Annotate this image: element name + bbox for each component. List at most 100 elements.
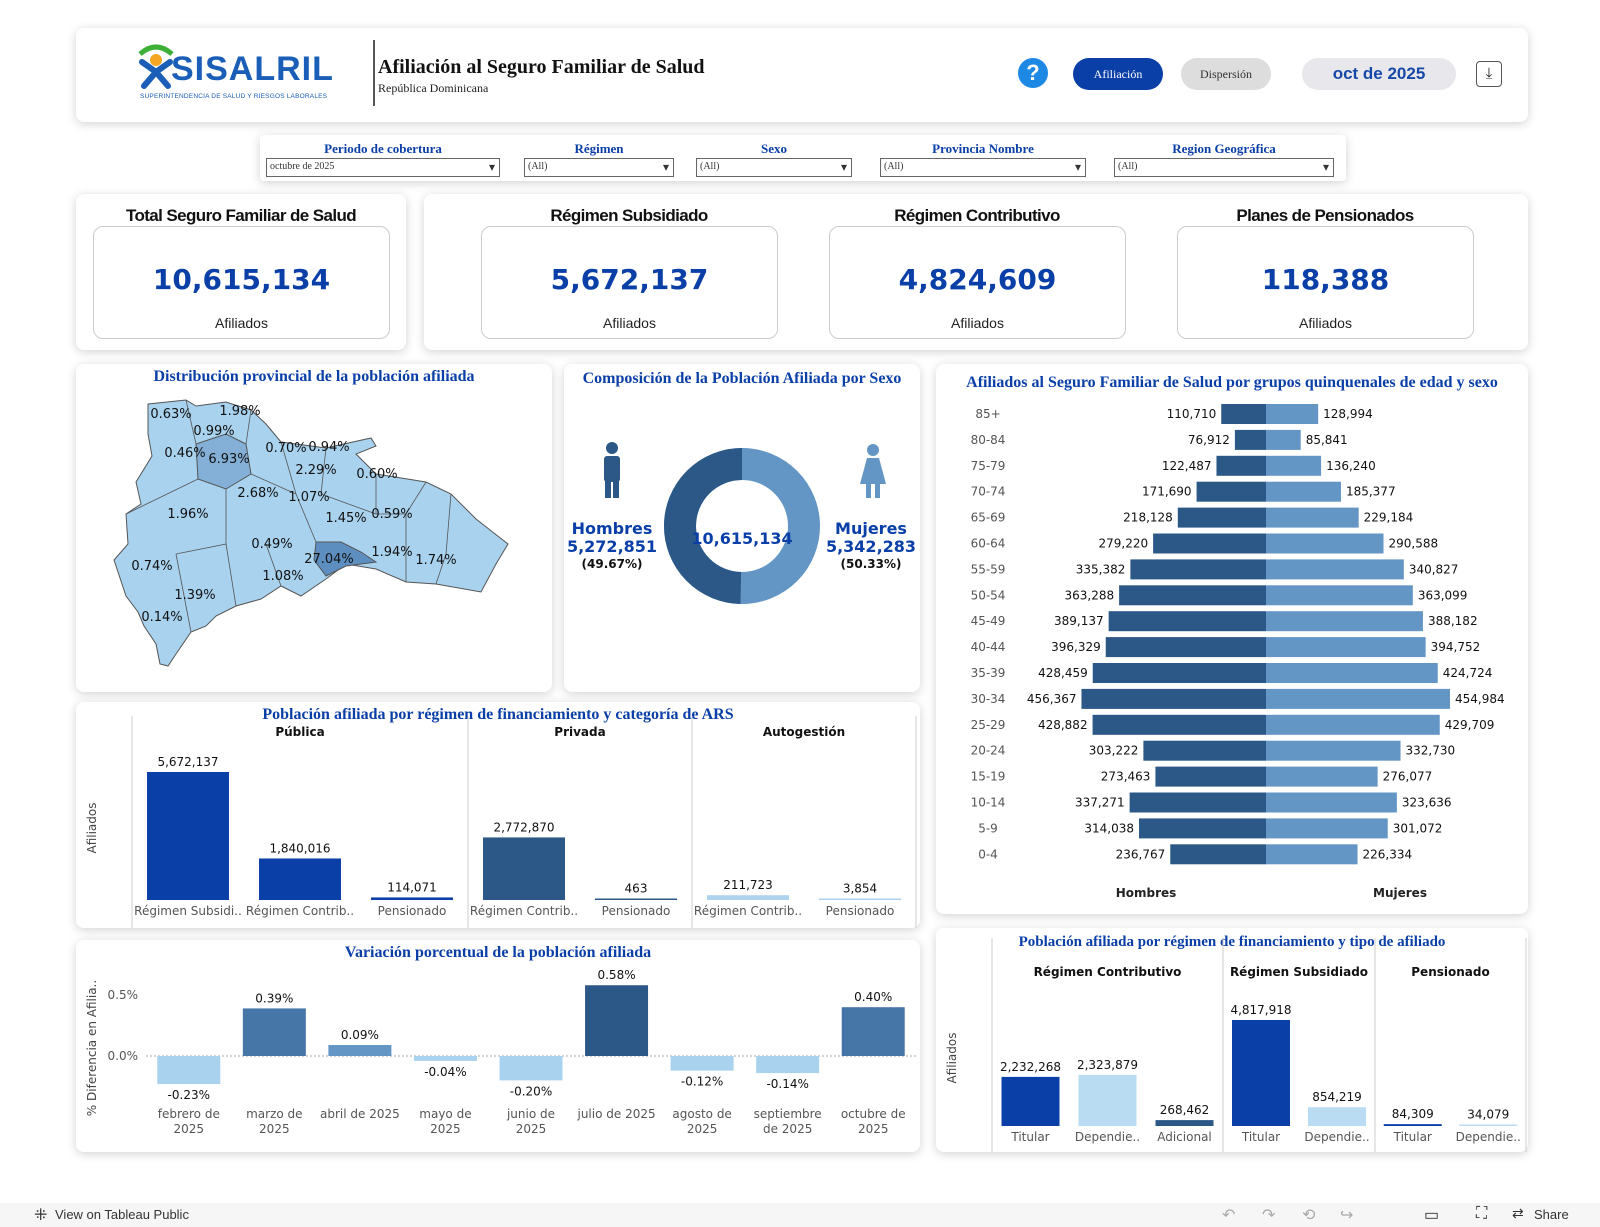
data-label: 226,334: [1363, 847, 1413, 861]
woman-icon: [860, 444, 886, 498]
age-group-label: 80-84: [971, 433, 1006, 447]
bar: [1001, 1076, 1060, 1126]
bar: [1232, 1020, 1290, 1126]
refresh-icon[interactable]: ↪: [1340, 1207, 1354, 1224]
view-on-tableau-link[interactable]: View on Tableau Public: [55, 1207, 189, 1222]
kpi-title: Régimen Contributivo: [894, 206, 1060, 225]
tipo-bar-chart[interactable]: Afiliados Régimen Contributivo 2,232,268 T…: [936, 928, 1528, 1152]
redo-icon[interactable]: ↷: [1262, 1207, 1276, 1224]
bar: [1155, 1120, 1214, 1126]
fullscreen-icon[interactable]: ⛶: [1476, 1205, 1488, 1222]
kpi-title: Planes de Pensionados: [1236, 206, 1414, 225]
filter-label: Region Geográfica: [1172, 141, 1276, 156]
page-subtitle: República Dominicana: [378, 81, 489, 95]
legend-hombres: Hombres: [1116, 886, 1177, 900]
data-label: 276,077: [1383, 770, 1433, 784]
sex-donut-chart[interactable]: 10,615,134 Hombres 5,272,851 (49.67%) Mu…: [564, 364, 920, 692]
map-province-label: 0.74%: [131, 559, 172, 574]
data-label: 273,463: [1101, 770, 1151, 784]
variation-bar-chart[interactable]: % Diferencia en Afilia.. 0.5% 0.0% -0.23% f…: [76, 940, 920, 1152]
women-label: Mujeres: [835, 519, 907, 538]
region-select[interactable]: (All): [1114, 158, 1334, 177]
map-labels: 0.63% 1.98% 0.99% 0.46% 6.93% 0.70% 0.94% 2.29%…: [131, 404, 456, 625]
filter-provincia[interactable]: Provincia Nombre (All): [880, 141, 1086, 177]
data-label: 323,636: [1402, 796, 1452, 810]
group-header: Régimen Subsidiado: [1230, 965, 1368, 979]
download-icon[interactable]: ⤓: [1476, 61, 1502, 87]
map-province-label: 0.14%: [141, 610, 182, 625]
map-province-label: 0.70%: [265, 441, 306, 456]
bar: [499, 1056, 563, 1081]
age-pyramid-chart[interactable]: Hombres Mujeres 85+ 110,710 128,994 80-84 76…: [936, 364, 1528, 914]
filter-periodo[interactable]: Periodo de cobertura octubre de 2025: [266, 141, 500, 177]
kpi-box: 4,824,609 Afiliados: [829, 226, 1126, 339]
age-group-label: 15-19: [971, 770, 1006, 784]
category-label: 2025: [687, 1122, 718, 1136]
bar: [147, 772, 229, 900]
data-label: 34,079: [1467, 1108, 1509, 1122]
data-label: 229,184: [1364, 511, 1414, 525]
data-label: 85,841: [1306, 433, 1348, 447]
bar: [841, 1007, 905, 1056]
data-label: 236,767: [1116, 847, 1166, 861]
bar-mujeres: [1266, 663, 1438, 683]
dispersion-button[interactable]: Dispersión: [1181, 58, 1271, 90]
map-province-label: 2.29%: [295, 463, 336, 478]
category-label: Dependie..: [1456, 1130, 1521, 1144]
age-group-label: 50-54: [971, 588, 1006, 602]
ars-bar-chart[interactable]: Afiliados Pública 5,672,137 Régimen Subsid…: [76, 702, 920, 928]
category-label: Dependie..: [1304, 1130, 1369, 1144]
age-group-label: 60-64: [971, 537, 1006, 551]
tipo-title: Población afiliada por régimen de financ…: [1018, 934, 1446, 950]
category-label: marzo de: [246, 1107, 302, 1121]
provincia-select[interactable]: (All): [880, 158, 1086, 177]
data-label: 211,723: [723, 878, 773, 892]
filter-sexo[interactable]: Sexo (All): [696, 141, 852, 177]
data-label: 429,709: [1445, 718, 1495, 732]
age-group-label: 30-34: [971, 692, 1006, 706]
category-label: mayo de: [419, 1107, 471, 1121]
data-label: 76,912: [1188, 433, 1230, 447]
filter-regimen[interactable]: Régimen (All): [524, 141, 674, 177]
category-label: julio de 2025: [576, 1107, 655, 1121]
data-label: 0.58%: [597, 968, 635, 982]
sexo-select[interactable]: (All): [696, 158, 852, 177]
men-pct: (49.67%): [582, 557, 643, 571]
age-group-label: 20-24: [971, 744, 1006, 758]
legend-mujeres: Mujeres: [1373, 886, 1427, 900]
afiliacion-button[interactable]: Afiliación: [1073, 58, 1163, 90]
bar-mujeres: [1266, 404, 1319, 424]
province-map[interactable]: 0.63% 1.98% 0.99% 0.46% 6.93% 0.70% 0.94% 2.29%…: [76, 364, 552, 692]
dashboard-header: SISALRIL SUPERINTENDENCIA DE SALUD Y RIE…: [76, 28, 1528, 122]
device-preview-icon[interactable]: ▭: [1424, 1207, 1440, 1224]
bar-mujeres: [1266, 818, 1388, 839]
sex-title: Composición de la Población Afiliada por…: [582, 370, 902, 387]
bar-hombres: [1139, 818, 1266, 839]
filter-region[interactable]: Region Geográfica (All): [1114, 141, 1334, 177]
data-label: 396,329: [1051, 640, 1101, 654]
bar: [585, 985, 649, 1056]
tableau-footer: ⁜ View on Tableau Public ↶ ↷ ⟲ ↪ ▭ ⛶ ⇄ S…: [0, 1203, 1600, 1227]
bar-hombres: [1234, 429, 1266, 450]
age-group-label: 5-9: [978, 821, 998, 835]
share-icon[interactable]: ⇄: [1512, 1205, 1524, 1221]
help-icon[interactable]: ?: [1018, 58, 1048, 88]
age-group-label: 35-39: [971, 666, 1006, 680]
undo-icon[interactable]: ↶: [1222, 1207, 1236, 1224]
data-label: 0.39%: [255, 991, 293, 1005]
periodo-select[interactable]: octubre de 2025: [266, 158, 500, 177]
group-header: Pensionado: [1411, 965, 1489, 979]
bar-hombres: [1130, 559, 1266, 580]
group-header: Privada: [554, 725, 605, 739]
regimen-select[interactable]: (All): [524, 158, 674, 177]
share-button[interactable]: Share: [1534, 1207, 1569, 1222]
category-label: junio de: [506, 1107, 555, 1121]
revert-icon[interactable]: ⟲: [1302, 1207, 1316, 1224]
category-label: Régimen Contrib..: [694, 904, 802, 918]
bar-hombres: [1129, 792, 1266, 813]
data-label: 171,690: [1142, 485, 1192, 499]
data-label: 456,367: [1027, 692, 1077, 706]
bar-mujeres: [1266, 533, 1384, 554]
bar-hombres: [1092, 714, 1266, 735]
bar-hombres: [1108, 611, 1266, 632]
